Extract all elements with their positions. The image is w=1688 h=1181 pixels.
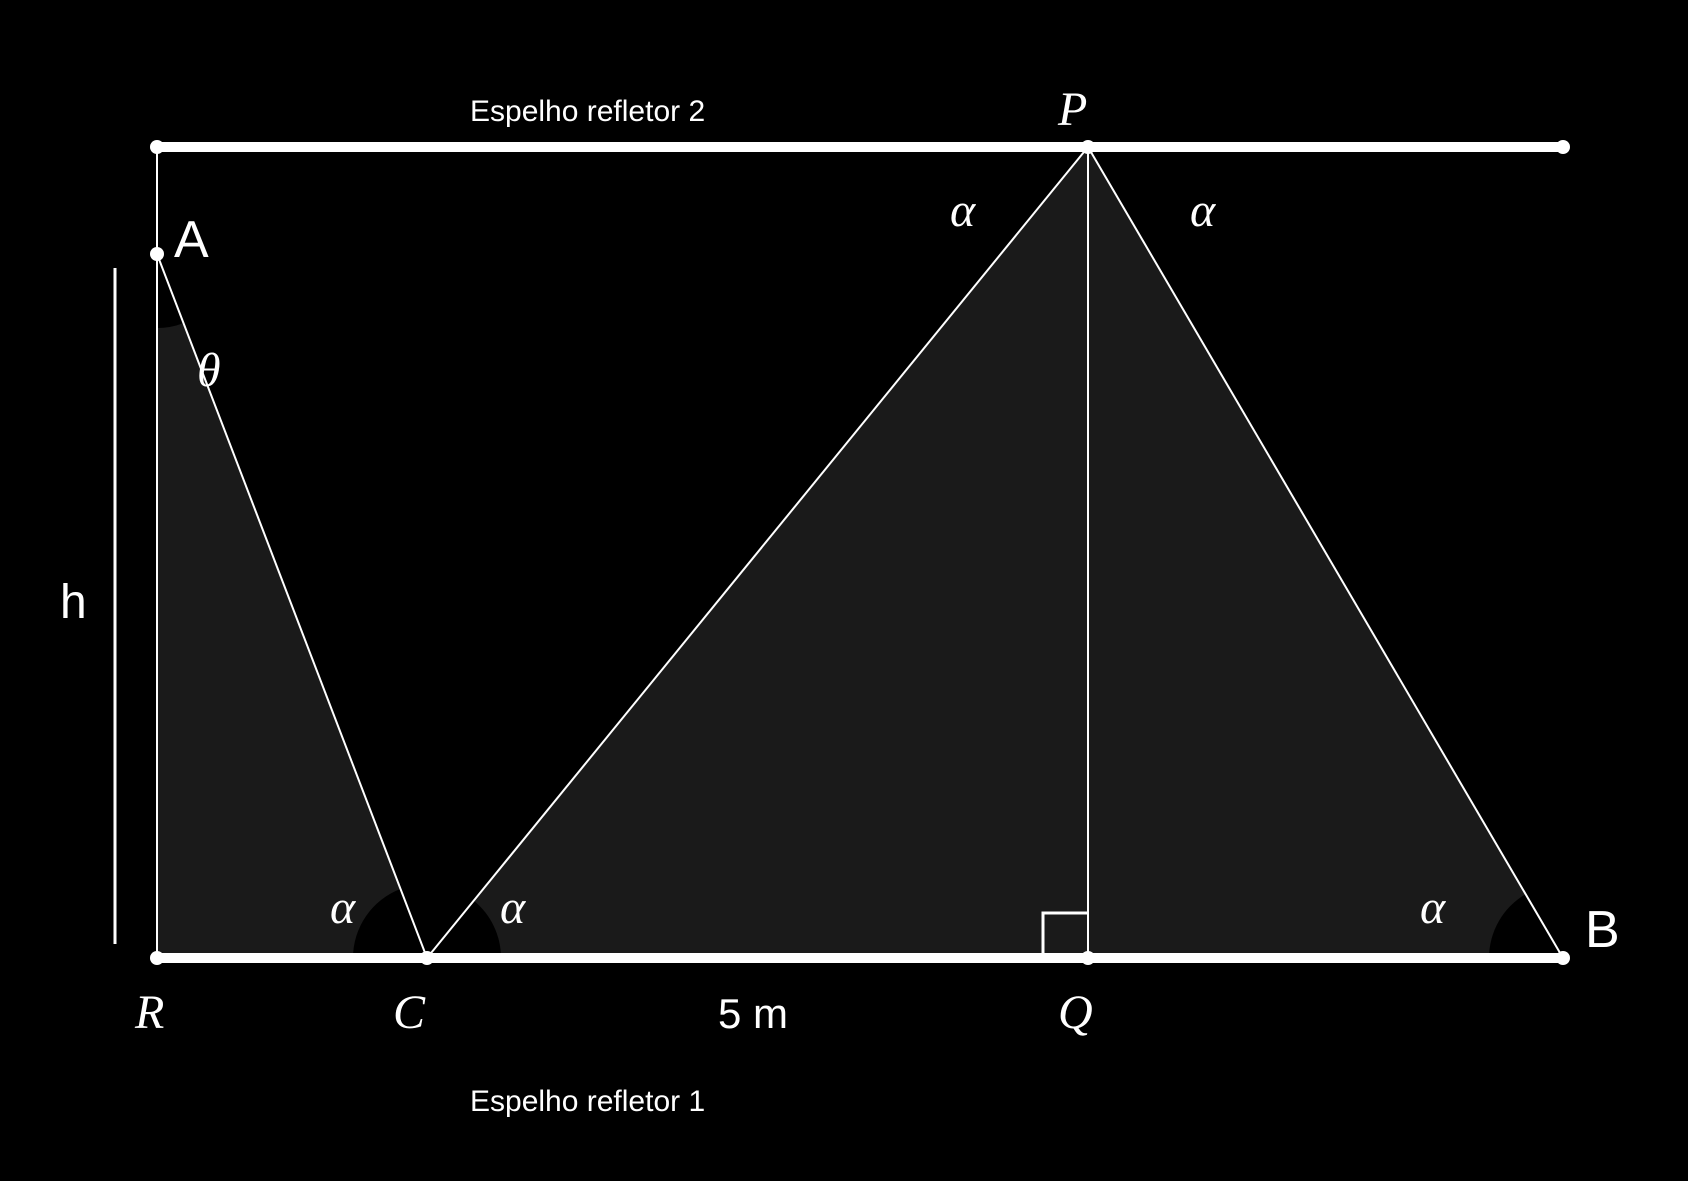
label-alpha-P-left: α: [950, 183, 975, 238]
diagram-svg: [0, 0, 1688, 1181]
label-theta: θ: [197, 343, 221, 398]
label-C: C: [393, 985, 425, 1040]
label-B: B: [1585, 900, 1620, 960]
label-alpha-C-left: α: [330, 880, 355, 935]
label-Q: Q: [1058, 985, 1093, 1040]
label-5m: 5 m: [718, 990, 788, 1038]
label-alpha-P-right: α: [1190, 183, 1215, 238]
label-P: P: [1058, 82, 1087, 137]
label-A: A: [174, 210, 209, 270]
label-alpha-B: α: [1420, 880, 1445, 935]
label-R: R: [135, 985, 164, 1040]
label-mirror-top: Espelho refletor 2: [470, 95, 705, 129]
label-alpha-C-right: α: [500, 880, 525, 935]
label-h: h: [60, 575, 87, 630]
diagram-canvas: Espelho refletor 2 Espelho refletor 1 P …: [0, 0, 1688, 1181]
label-mirror-bottom: Espelho refletor 1: [470, 1085, 705, 1119]
